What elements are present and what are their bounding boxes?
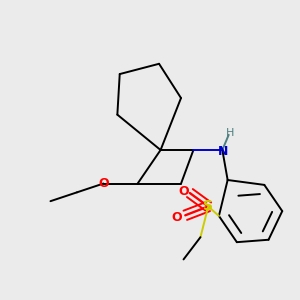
Text: H: H <box>226 128 235 138</box>
Text: O: O <box>98 177 109 190</box>
Text: O: O <box>171 211 182 224</box>
Text: S: S <box>203 200 213 214</box>
Text: O: O <box>178 185 189 198</box>
Text: N: N <box>218 145 229 158</box>
